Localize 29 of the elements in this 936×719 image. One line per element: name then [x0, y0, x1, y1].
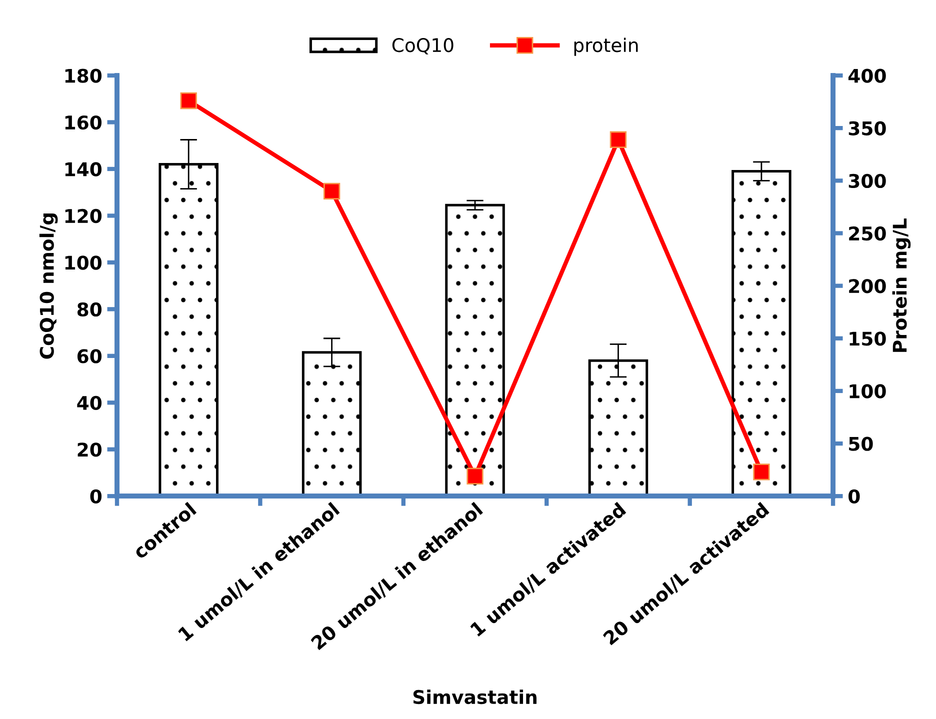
y-tick-label: 140 [65, 162, 102, 176]
point [610, 131, 627, 148]
point [323, 182, 340, 200]
y2-tick-label: 150 [850, 332, 886, 346]
y2-tick-label: 0 [848, 489, 860, 504]
y-tick-label: 180 [65, 68, 102, 83]
legend-label: CoQ10 [392, 38, 454, 54]
y-tick-label: 100 [65, 256, 102, 270]
y2-tick-label: 100 [850, 384, 886, 398]
y2-tick-label: 200 [849, 279, 886, 294]
y2-tick-label: 400 [848, 68, 886, 83]
y2-tick-label: 250 [849, 226, 886, 241]
y-tick-label: 80 [77, 302, 102, 317]
legend-label: protein [574, 38, 638, 56]
x-axis-title: Simvastatin [413, 690, 536, 704]
point [466, 468, 484, 484]
y-tick-label: 120 [65, 208, 102, 224]
y2-tick-label: 50 [849, 436, 873, 451]
y-tick-label: 160 [65, 115, 102, 130]
point [180, 92, 197, 110]
y2-axis-title: Protein mg/L [892, 218, 911, 352]
y-tick-label: 20 [78, 442, 102, 457]
y-tick-label: 60 [77, 349, 102, 364]
y-tick-label: 40 [77, 396, 102, 410]
y-tick-label: 0 [90, 489, 102, 504]
y-axis-title: CoQ10 nmol/g [39, 214, 58, 359]
y2-tick-label: 300 [848, 174, 886, 188]
y2-tick-label: 350 [848, 121, 886, 136]
point [753, 464, 770, 480]
